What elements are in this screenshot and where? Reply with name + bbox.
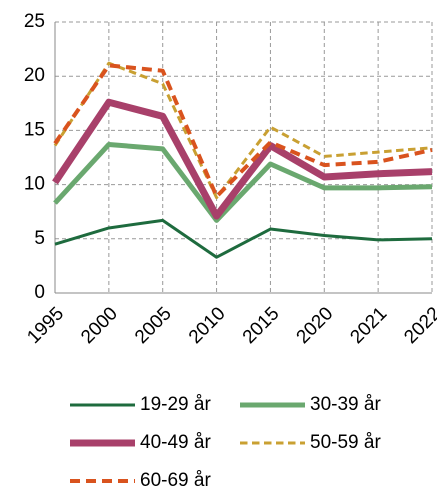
series-line <box>53 141 433 223</box>
series-line <box>54 218 433 259</box>
y-tick-label: 15 <box>24 119 45 140</box>
x-tick-label: 2021 <box>346 303 391 348</box>
legend-label: 19-29 år <box>140 394 211 415</box>
x-tick-label: 2020 <box>293 303 338 348</box>
x-tick-label: 1995 <box>23 303 68 348</box>
legend-label: 50-59 år <box>310 432 381 453</box>
x-tick-label: 2010 <box>185 303 230 348</box>
series-line <box>53 63 433 199</box>
y-tick-label: 5 <box>34 228 45 249</box>
y-tick-label: 25 <box>24 11 45 32</box>
legend-label: 60-69 år <box>140 470 211 491</box>
y-tick-label: 20 <box>24 65 45 86</box>
legend-label: 40-49 år <box>140 432 211 453</box>
y-tick-label: 0 <box>34 282 45 303</box>
y-tick-label: 10 <box>24 174 45 195</box>
legend-label: 30-39 år <box>310 394 381 415</box>
x-tick-label: 2005 <box>131 303 176 348</box>
x-tick-label: 2015 <box>239 303 284 348</box>
series-line <box>52 98 433 220</box>
x-tick-label: 2022 <box>400 303 437 348</box>
x-tick-label: 2000 <box>77 303 122 348</box>
